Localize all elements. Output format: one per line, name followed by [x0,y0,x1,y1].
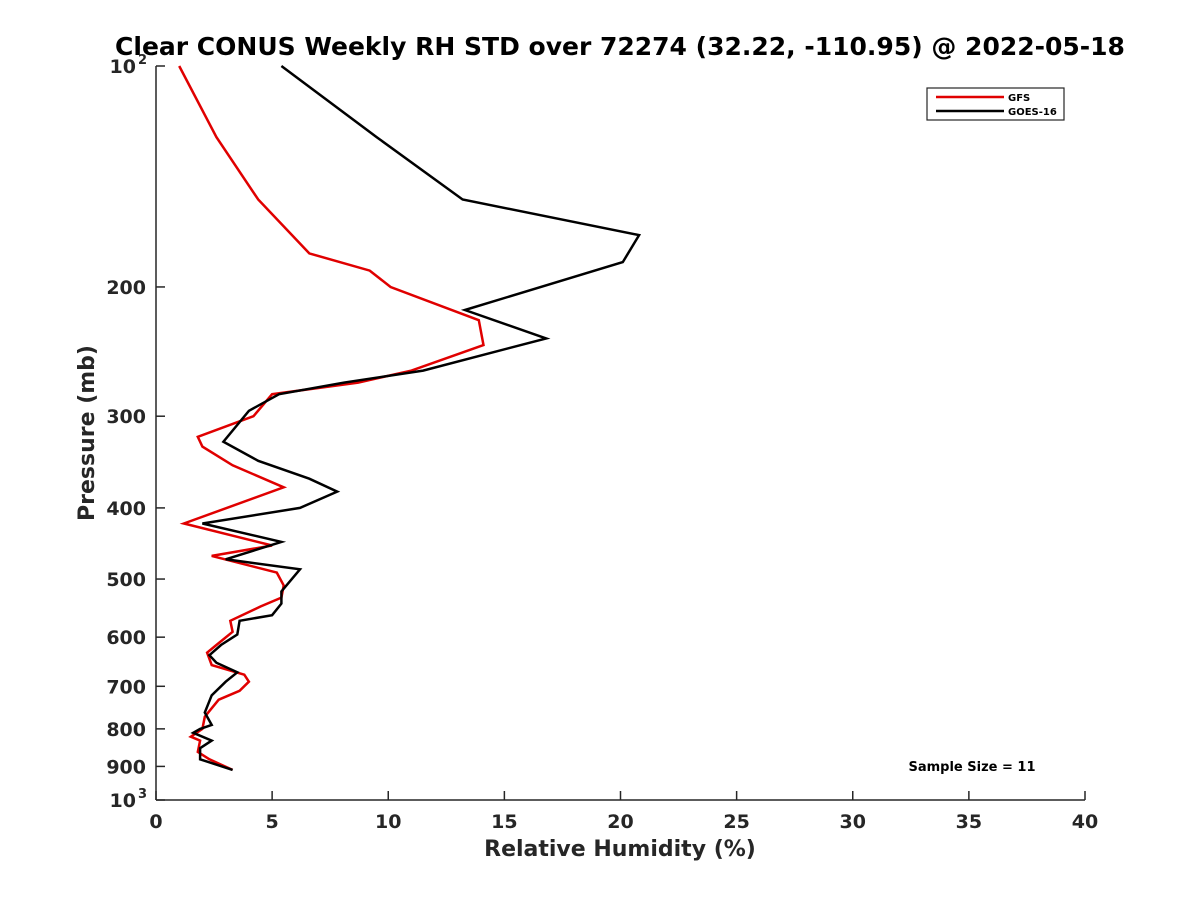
series-line-goes16 [190,64,642,772]
y-tick-label: 700 [106,676,146,698]
y-axis-label: Pressure (mb) [75,345,100,521]
y-tick-label: 10 [110,790,136,812]
x-tick-label: 25 [723,811,749,833]
plot-area: 0 5 10 15 20 25 30 35 40 10 220030040050060070080… [106,53,1098,833]
y-tick-label: 400 [106,498,146,520]
series-layer [178,64,642,772]
x-tick-label: 40 [1072,811,1098,833]
y-tick-label: 800 [106,719,146,741]
y-tick-label: 500 [106,569,146,591]
x-tick-label: 30 [840,811,866,833]
x-tick-label: 35 [956,811,982,833]
chart-title: Clear CONUS Weekly RH STD over 72274 (32… [115,32,1125,61]
x-tick-label: 15 [491,811,517,833]
y-tick-label: 300 [106,406,146,428]
series-line-gfs [178,65,485,772]
x-axis-ticks: 0 5 10 15 20 25 30 35 40 [149,791,1098,833]
x-axis-label: Relative Humidity (%) [484,837,756,862]
plot-background [156,66,1085,800]
y-tick-exponent: 2 [138,53,147,68]
x-tick-label: 5 [266,811,279,833]
y-tick-label: 10 [110,56,136,78]
sample-size-annotation: Sample Size = 11 [908,760,1035,775]
y-tick-label: 600 [106,627,146,649]
y-tick-label: 900 [106,756,146,778]
legend: GFS GOES-16 [926,87,1065,121]
legend-box [926,87,1065,121]
x-tick-label: 0 [149,811,162,833]
legend-label-goes16: GOES-16 [1008,107,1057,118]
legend-label-gfs: GFS [1008,93,1030,104]
x-tick-label: 20 [607,811,633,833]
x-tick-label: 10 [375,811,401,833]
y-tick-exponent: 3 [138,787,147,802]
y-tick-label: 200 [106,277,146,299]
